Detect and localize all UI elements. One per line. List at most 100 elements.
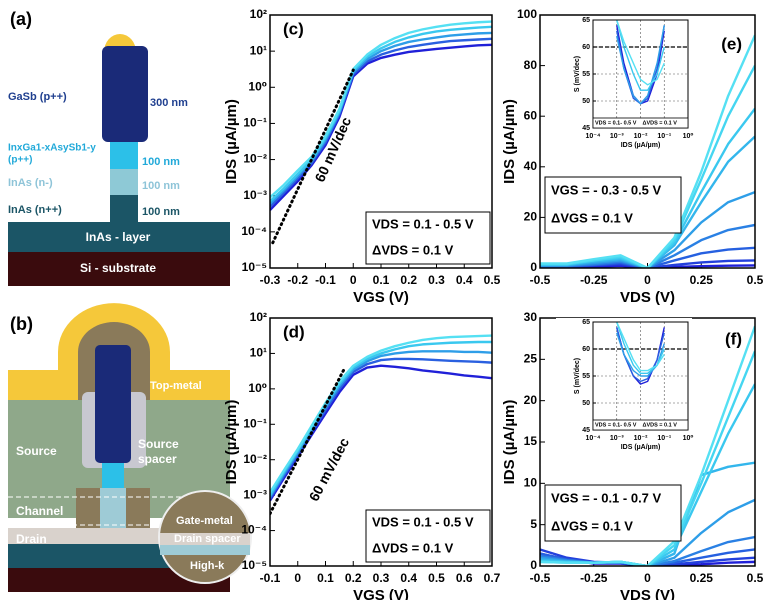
y-tick-label: 15 bbox=[524, 434, 538, 448]
y-tick-label: 10⁻⁵ bbox=[242, 260, 267, 274]
chart: -0.1 0 0.1 0.2 0.3 0.4 0.5 0.6 0.7 10⁻⁵ 10⁻⁴ 10⁻³ 10… bbox=[223, 310, 501, 600]
y-tick-label: 10⁻⁵ bbox=[242, 558, 267, 572]
x-tick-label: 0.5 bbox=[747, 273, 764, 287]
region-label: spacer bbox=[138, 452, 177, 466]
x-tick-label: 0.4 bbox=[456, 273, 473, 287]
x-tick-label: 10⁻⁴ bbox=[586, 133, 601, 140]
y-tick-label: 30 bbox=[524, 310, 538, 324]
y-tick-label: 60 bbox=[582, 44, 590, 51]
series-line bbox=[616, 20, 665, 91]
x-tick-label: -0.25 bbox=[580, 571, 608, 585]
y-axis-label: S (mV/dec) bbox=[574, 358, 581, 394]
layer-label: InAs - layer bbox=[86, 230, 151, 244]
x-tick-label: 10⁻³ bbox=[610, 133, 624, 140]
x-tick-label: 0.5 bbox=[484, 273, 501, 287]
legend-text: ΔVDS = 0.1 V bbox=[643, 422, 678, 428]
series-group bbox=[540, 34, 755, 268]
legend-text: VGS = - 0.1 - 0.7 V bbox=[551, 490, 662, 505]
y-tick-label: 10² bbox=[250, 310, 267, 324]
x-tick-label: 0 bbox=[644, 273, 651, 287]
y-tick-label: 10⁻² bbox=[243, 452, 267, 466]
panel-label: (e) bbox=[721, 34, 742, 53]
y-tick-label: 10⁻⁴ bbox=[241, 523, 267, 537]
x-tick-label: 0 bbox=[644, 571, 651, 585]
series-line bbox=[270, 31, 492, 205]
zoom-spacer bbox=[160, 533, 250, 545]
series-line bbox=[270, 37, 492, 208]
series-group bbox=[616, 322, 665, 385]
legend-box bbox=[544, 484, 682, 542]
legend-text: VGS = - 0.3 - 0.5 V bbox=[551, 182, 662, 197]
region-label: Drain spacer bbox=[174, 533, 241, 545]
region-label: Source bbox=[16, 444, 57, 458]
x-tick-label: -0.5 bbox=[530, 571, 551, 585]
thickness-label: 300 nm bbox=[150, 97, 188, 109]
inas-npp-layer bbox=[110, 195, 138, 223]
x-axis-label: IDS (µA/µm) bbox=[621, 142, 661, 149]
y-axis-label: IDS (µA/µm) bbox=[501, 99, 518, 184]
y-tick-label: 20 bbox=[524, 393, 538, 407]
y-tick-label: 0 bbox=[530, 558, 537, 572]
region-label: Gate-metal bbox=[176, 515, 233, 527]
legend-text: ΔVDS = 0.1 V bbox=[643, 120, 678, 126]
x-tick-label: 0.1 bbox=[317, 571, 334, 585]
inas-layer bbox=[8, 222, 230, 252]
y-tick-label: 5 bbox=[530, 517, 537, 531]
inset-chart: 10⁻⁴ 10⁻³ 10⁻² 10⁻¹ 10⁰ 45 50 55 60 65 IDS (µA/µm)… bbox=[556, 16, 693, 172]
legend-text: ΔVGS = 0.1 V bbox=[551, 518, 633, 533]
y-tick-label: 100 bbox=[517, 7, 537, 21]
slope-reference bbox=[270, 366, 347, 516]
diagram-b: (b) Top-metal Source Source spacer Chann… bbox=[8, 303, 252, 592]
x-tick-label: 0.5 bbox=[747, 571, 764, 585]
legend-box bbox=[544, 176, 682, 234]
layer-label: GaSb (p++) bbox=[8, 91, 67, 103]
high-k bbox=[100, 488, 126, 528]
y-tick-label: 50 bbox=[582, 400, 590, 407]
y-tick-label: 10¹ bbox=[250, 346, 267, 360]
series-line bbox=[270, 357, 492, 500]
series-line bbox=[540, 548, 755, 566]
legend-box bbox=[365, 211, 491, 265]
y-tick-label: 55 bbox=[582, 71, 590, 78]
series-line bbox=[270, 334, 492, 493]
x-tick-label: 0 bbox=[350, 273, 357, 287]
y-axis-label: IDS (µA/µm) bbox=[501, 400, 518, 485]
y-tick-label: 10⁻⁴ bbox=[241, 224, 267, 238]
region-label: Channel bbox=[16, 504, 63, 518]
y-tick-label: 10¹ bbox=[250, 43, 267, 57]
series-line bbox=[270, 25, 492, 203]
x-tick-label: 0.25 bbox=[690, 571, 714, 585]
y-tick-label: 0 bbox=[530, 260, 537, 274]
y-tick-label: 10² bbox=[250, 7, 267, 21]
x-tick-label: 0.1 bbox=[373, 273, 390, 287]
legend-text: VDS = 0.1 - 0.5 V bbox=[372, 514, 474, 529]
thickness-label: 100 nm bbox=[142, 156, 180, 168]
chart: -0.3 -0.2 -0.1 0 0.1 0.2 0.3 0.4 0.5 10⁻⁵ 10⁻⁴ 10⁻³… bbox=[223, 7, 501, 306]
ingaassb-layer bbox=[110, 142, 138, 169]
series-line bbox=[270, 20, 492, 199]
y-tick-label: 40 bbox=[524, 159, 538, 173]
thickness-label: 100 nm bbox=[142, 180, 180, 192]
panel-label: (f) bbox=[725, 329, 742, 348]
series-line bbox=[270, 350, 492, 498]
plot-frame bbox=[269, 317, 493, 567]
x-tick-label: 0 bbox=[294, 571, 301, 585]
x-axis-label: IDS (µA/µm) bbox=[621, 444, 661, 451]
layer-label: InxGa1-xAsySb1-y bbox=[8, 143, 96, 154]
series-group bbox=[270, 20, 492, 245]
x-tick-label: 0.4 bbox=[400, 571, 417, 585]
x-tick-label: -0.1 bbox=[315, 273, 336, 287]
region-label: High-k bbox=[190, 560, 225, 572]
x-tick-label: 10⁻² bbox=[634, 133, 648, 140]
annotation: 60 mV/dec bbox=[306, 435, 353, 504]
y-tick-label: 20 bbox=[524, 210, 538, 224]
x-axis-label: VDS (V) bbox=[620, 289, 675, 306]
panel-label: (d) bbox=[283, 322, 305, 341]
y-tick-label: 10⁻³ bbox=[243, 188, 267, 202]
y-tick-label: 60 bbox=[524, 108, 538, 122]
x-tick-label: 10⁰ bbox=[683, 434, 694, 442]
layer-label: InAs (n++) bbox=[8, 204, 62, 216]
series-group bbox=[616, 20, 665, 105]
series-line bbox=[616, 25, 665, 105]
